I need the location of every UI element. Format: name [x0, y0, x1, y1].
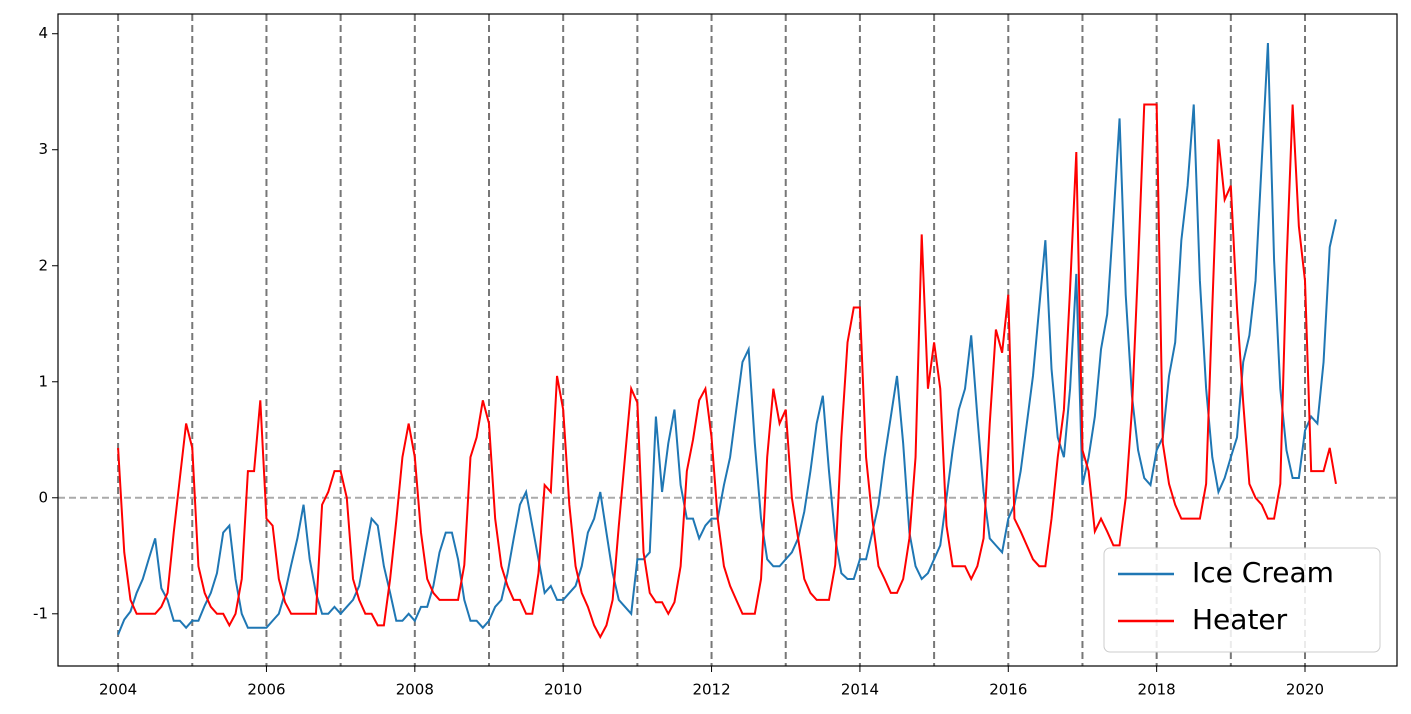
y-tick-label: 2 [38, 256, 48, 274]
y-tick-label: -1 [33, 604, 48, 622]
y-tick-label: 0 [38, 488, 48, 506]
legend: Ice Cream Heater [1103, 547, 1381, 653]
x-tick-label: 2004 [99, 681, 137, 699]
plot-frame [57, 13, 1398, 667]
y-tick-label: 1 [38, 372, 48, 390]
x-tick-label: 2008 [396, 681, 434, 699]
x-tick-label: 2020 [1286, 681, 1324, 699]
legend-label: Heater [1192, 603, 1288, 636]
x-tick-label: 2016 [989, 681, 1027, 699]
y-tick-label: 4 [38, 24, 48, 42]
x-tick-label: 2014 [841, 681, 879, 699]
x-tick-label: 2018 [1138, 681, 1176, 699]
series-line [117, 103, 1337, 640]
x-tick-label: 2006 [247, 681, 285, 699]
x-tick-label: 2010 [544, 681, 582, 699]
x-tick-label: 2012 [692, 681, 730, 699]
y-tick-label: 3 [38, 140, 48, 158]
series-line [117, 42, 1337, 636]
legend-label: Ice Cream [1192, 556, 1334, 589]
